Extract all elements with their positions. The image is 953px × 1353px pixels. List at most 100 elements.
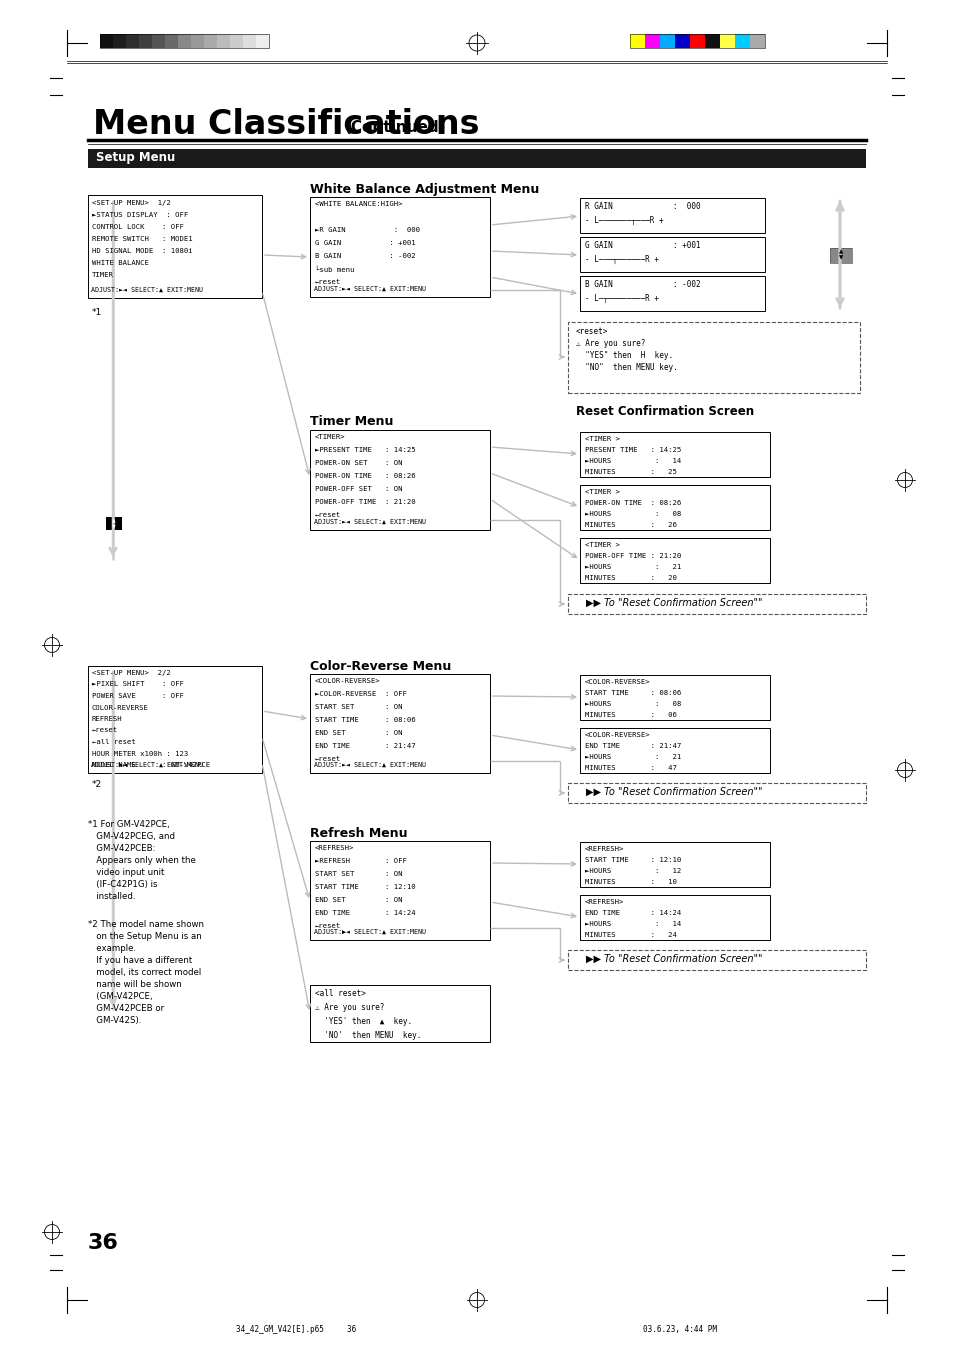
Text: 36: 36 bbox=[88, 1233, 119, 1253]
Text: START SET       : ON: START SET : ON bbox=[314, 704, 402, 710]
Bar bbox=[579, 675, 769, 720]
Text: END SET         : ON: END SET : ON bbox=[314, 731, 402, 736]
Bar bbox=[255, 34, 269, 47]
Bar bbox=[310, 985, 490, 1042]
Text: Appears only when the: Appears only when the bbox=[88, 856, 195, 865]
Bar bbox=[644, 34, 659, 47]
Text: ⚠ Are you sure?: ⚠ Are you sure? bbox=[576, 340, 644, 348]
Text: ▲
▼: ▲ ▼ bbox=[838, 249, 842, 260]
Text: (Continued): (Continued) bbox=[345, 120, 446, 135]
Text: <COLOR-REVERSE>: <COLOR-REVERSE> bbox=[314, 678, 380, 685]
Text: COLOR-REVERSE: COLOR-REVERSE bbox=[91, 705, 149, 710]
Text: <COLOR-REVERSE>: <COLOR-REVERSE> bbox=[584, 732, 650, 737]
Text: Reset Confirmation Screen: Reset Confirmation Screen bbox=[576, 405, 753, 418]
Text: *1 For GM-V42PCE,: *1 For GM-V42PCE, bbox=[88, 820, 170, 829]
Bar bbox=[567, 783, 865, 802]
Bar bbox=[310, 842, 490, 940]
Text: <COLOR-REVERSE>: <COLOR-REVERSE> bbox=[584, 679, 650, 685]
Bar bbox=[579, 728, 769, 773]
Text: ←reset: ←reset bbox=[314, 923, 341, 930]
Text: END TIME       : 14:24: END TIME : 14:24 bbox=[584, 911, 680, 916]
Text: White Balance Adjustment Menu: White Balance Adjustment Menu bbox=[310, 183, 538, 196]
Text: POWER-ON TIME   : 08:26: POWER-ON TIME : 08:26 bbox=[314, 474, 416, 479]
Bar bbox=[829, 248, 851, 262]
Text: *1: *1 bbox=[91, 308, 102, 317]
Text: installed.: installed. bbox=[88, 892, 135, 901]
Text: <TIMER >: <TIMER > bbox=[584, 436, 619, 442]
Bar bbox=[579, 842, 769, 888]
Text: REFRESH: REFRESH bbox=[91, 716, 123, 723]
Text: GM-V42PCEG, and: GM-V42PCEG, and bbox=[88, 832, 174, 842]
Text: B GAIN           : -002: B GAIN : -002 bbox=[314, 253, 416, 258]
Text: "NO"  then MENU key.: "NO" then MENU key. bbox=[576, 363, 677, 372]
Text: <TIMER >: <TIMER > bbox=[584, 488, 619, 495]
Bar bbox=[675, 34, 689, 47]
Text: MINUTES        :   24: MINUTES : 24 bbox=[584, 932, 677, 938]
Text: *2 The model name shown: *2 The model name shown bbox=[88, 920, 204, 930]
Bar bbox=[704, 34, 720, 47]
Text: POWER-ON TIME  : 08:26: POWER-ON TIME : 08:26 bbox=[584, 501, 680, 506]
Bar bbox=[152, 34, 165, 47]
Bar bbox=[165, 34, 178, 47]
Text: <SET-UP MENU>  2/2: <SET-UP MENU> 2/2 bbox=[91, 670, 171, 676]
Text: ADJUST:▶◄ SELECT:▲ EXIT:MENU: ADJUST:▶◄ SELECT:▲ EXIT:MENU bbox=[91, 762, 203, 769]
Text: ADJUST:►◄ SELECT:▲ EXIT:MENU: ADJUST:►◄ SELECT:▲ EXIT:MENU bbox=[314, 285, 426, 292]
Bar bbox=[579, 894, 769, 940]
Bar bbox=[749, 34, 764, 47]
Text: ►HOURS          :   08: ►HOURS : 08 bbox=[584, 511, 680, 517]
Text: MINUTES        :   25: MINUTES : 25 bbox=[584, 469, 677, 475]
Text: END TIME        : 14:24: END TIME : 14:24 bbox=[314, 911, 416, 916]
Text: "YES" then  H  key.: "YES" then H key. bbox=[576, 350, 673, 360]
Bar bbox=[567, 950, 865, 970]
Bar bbox=[230, 34, 243, 47]
Text: ►HOURS          :   21: ►HOURS : 21 bbox=[584, 754, 680, 760]
Text: ▲
▼: ▲ ▼ bbox=[112, 518, 115, 529]
Text: <REFRESH>: <REFRESH> bbox=[584, 846, 623, 852]
Bar bbox=[112, 34, 126, 47]
Bar bbox=[579, 538, 769, 583]
Text: WHITE BALANCE: WHITE BALANCE bbox=[91, 260, 149, 267]
Text: ←reset: ←reset bbox=[91, 728, 118, 733]
Bar bbox=[579, 432, 769, 478]
Text: REMOTE SWITCH   : MODE1: REMOTE SWITCH : MODE1 bbox=[91, 235, 193, 242]
Bar bbox=[734, 34, 749, 47]
Text: HOUR METER x100h : 123: HOUR METER x100h : 123 bbox=[91, 751, 188, 756]
Text: ←reset: ←reset bbox=[314, 756, 341, 762]
Bar bbox=[659, 34, 675, 47]
Text: POWER-ON SET    : ON: POWER-ON SET : ON bbox=[314, 460, 402, 465]
Text: <TIMER >: <TIMER > bbox=[584, 543, 619, 548]
Text: G GAIN           : +001: G GAIN : +001 bbox=[314, 239, 416, 246]
Text: <WHITE BALANCE:HIGH>: <WHITE BALANCE:HIGH> bbox=[314, 202, 402, 207]
Bar bbox=[579, 276, 764, 311]
Bar bbox=[567, 322, 859, 392]
Bar bbox=[191, 34, 204, 47]
Text: ⚠ Are you sure?: ⚠ Are you sure? bbox=[314, 1003, 384, 1012]
Bar bbox=[579, 484, 769, 530]
Text: ←reset: ←reset bbox=[314, 511, 341, 518]
Text: ►HOURS          :   08: ►HOURS : 08 bbox=[584, 701, 680, 708]
Text: END TIME       : 21:47: END TIME : 21:47 bbox=[584, 743, 680, 750]
Text: R GAIN             :  000: R GAIN : 000 bbox=[584, 202, 700, 211]
Text: START TIME      : 12:10: START TIME : 12:10 bbox=[314, 884, 416, 890]
Text: END SET         : ON: END SET : ON bbox=[314, 897, 402, 902]
Bar bbox=[178, 34, 191, 47]
Text: ←reset: ←reset bbox=[314, 279, 341, 285]
Bar bbox=[139, 34, 152, 47]
Text: - L─┬────────R +: - L─┬────────R + bbox=[584, 294, 659, 303]
Text: Setup Menu: Setup Menu bbox=[96, 152, 175, 164]
Text: MINUTES        :   26: MINUTES : 26 bbox=[584, 522, 677, 528]
Text: ▶▶ To "Reset Confirmation Screen"": ▶▶ To "Reset Confirmation Screen"" bbox=[585, 787, 761, 797]
Text: POWER SAVE      : OFF: POWER SAVE : OFF bbox=[91, 693, 184, 700]
Text: START TIME      : 08:06: START TIME : 08:06 bbox=[314, 717, 416, 723]
Text: (GM-V42PCE,: (GM-V42PCE, bbox=[88, 992, 152, 1001]
Bar bbox=[88, 149, 865, 168]
Text: END TIME        : 21:47: END TIME : 21:47 bbox=[314, 743, 416, 750]
Text: GM-V42PCEB:: GM-V42PCEB: bbox=[88, 844, 155, 852]
Text: POWER-OFF TIME  : 21:20: POWER-OFF TIME : 21:20 bbox=[314, 499, 416, 505]
Bar bbox=[204, 34, 216, 47]
Bar bbox=[720, 34, 734, 47]
Text: B GAIN             : -002: B GAIN : -002 bbox=[584, 280, 700, 290]
Text: CONTROL LOCK    : OFF: CONTROL LOCK : OFF bbox=[91, 225, 184, 230]
Text: - L───────┬───R +: - L───────┬───R + bbox=[584, 216, 663, 225]
Text: START TIME     : 12:10: START TIME : 12:10 bbox=[584, 856, 680, 863]
